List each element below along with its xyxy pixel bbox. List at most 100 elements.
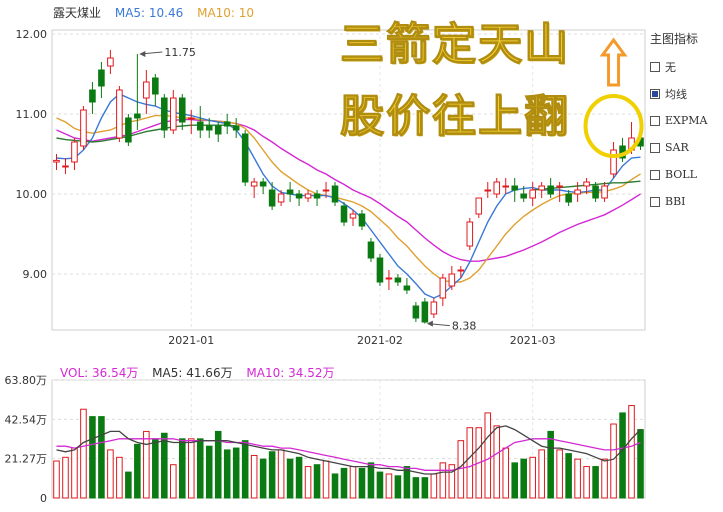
candle-body — [178, 97, 186, 123]
volume-bar — [439, 462, 447, 499]
volume-tick-label: 42.54万 — [5, 413, 48, 426]
volume-bar — [259, 458, 267, 499]
candle-body — [196, 121, 204, 131]
candle-body — [493, 181, 501, 195]
volume-bar — [412, 477, 420, 499]
checkbox-ma[interactable] — [650, 88, 660, 99]
volume-bar — [161, 432, 168, 499]
volume-bar — [268, 451, 276, 499]
volume-bar — [565, 453, 572, 499]
candle-body — [394, 277, 402, 283]
indicator-option-boll[interactable]: BOLL — [650, 161, 720, 188]
indicator-option-sar[interactable]: SAR — [650, 134, 720, 161]
candle-body — [277, 193, 285, 203]
candle-body — [161, 97, 168, 131]
indicator-panel-title: 主图指标 — [650, 32, 699, 46]
ma20-line — [56, 118, 641, 262]
candle-body — [565, 193, 572, 203]
candle-body — [322, 189, 330, 192]
ma10-legend: MA10: 10 — [197, 6, 255, 20]
price-panel-frame — [51, 29, 646, 331]
indicator-option-none[interactable]: 无 — [650, 53, 720, 80]
candle-body — [143, 81, 150, 99]
candle-body — [170, 97, 177, 131]
volume-bar — [637, 429, 644, 499]
volume-bar — [223, 449, 231, 499]
candle-body — [583, 181, 590, 187]
volume-bar — [376, 471, 384, 499]
candle-body — [214, 125, 222, 135]
candle-body — [403, 285, 411, 291]
candle-body — [304, 193, 312, 199]
volume-bar — [53, 460, 60, 499]
candle-body — [107, 57, 114, 67]
highlight-circle — [583, 94, 644, 158]
volume-bar — [502, 447, 510, 499]
candle-body — [187, 117, 195, 120]
checkbox-boll[interactable] — [650, 169, 660, 180]
candle-body — [116, 89, 123, 139]
volume-bar — [394, 475, 402, 499]
volume-bar — [187, 438, 195, 499]
volume-bar — [628, 405, 635, 499]
overlay-title-line1: 三箭定天山 — [340, 19, 570, 71]
volume-bar — [592, 466, 599, 499]
checkbox-sar[interactable] — [650, 142, 660, 153]
indicator-option-bbi[interactable]: BBI — [650, 188, 720, 215]
volume-bar — [214, 430, 222, 499]
candle-body — [232, 125, 240, 131]
volume-bar — [80, 408, 87, 499]
candle-body — [223, 121, 231, 127]
candle-body — [349, 213, 357, 219]
price-legend: 露天煤业 MA5: 10.46 MA10: 10 — [53, 4, 264, 21]
checkbox-bbi[interactable] — [650, 196, 660, 207]
candle-body — [538, 185, 545, 191]
indicator-option-expma[interactable]: EXPMA — [650, 107, 720, 134]
candle-body — [205, 125, 213, 131]
annotation-label: 11.75 — [164, 46, 196, 59]
candle-body — [250, 181, 258, 187]
volume-bar — [143, 430, 150, 499]
volume-bar — [205, 445, 213, 499]
volume-tick-label: 63.80万 — [5, 374, 48, 387]
volume-bar — [178, 438, 186, 499]
volume-bar — [601, 458, 608, 499]
checkbox-none[interactable] — [650, 61, 660, 72]
volume-bar — [430, 473, 438, 499]
candle-body — [574, 189, 581, 195]
volume-bar — [331, 473, 339, 499]
overlay-title-line2: 股价往上翻 — [340, 91, 570, 143]
candle-body — [376, 257, 384, 283]
vol-ma5-legend: MA5: 41.66万 — [152, 366, 233, 380]
price-tick-label: 11.00 — [16, 108, 48, 121]
candle-body — [430, 301, 438, 315]
volume-bar — [448, 464, 456, 499]
vol-ma10-legend: MA10: 34.52万 — [246, 366, 335, 380]
checkbox-expma[interactable] — [650, 115, 660, 126]
volume-bar — [286, 458, 294, 499]
annotation-label: 8.38 — [452, 320, 477, 333]
volume-ma5-line — [56, 425, 641, 475]
volume-bar — [295, 456, 303, 499]
volume-bar — [520, 458, 527, 499]
volume-bar — [619, 412, 626, 499]
indicator-option-ma[interactable]: 均线 — [650, 80, 720, 107]
indicator-panel: 主图指标 无 均线 EXPMA SAR BOLL BBI — [650, 30, 720, 215]
volume-bar — [277, 449, 285, 499]
volume-bar — [583, 466, 590, 499]
volume-bar — [367, 462, 375, 499]
volume-bar — [556, 449, 563, 499]
candle-body — [385, 277, 393, 280]
volume-bar — [152, 438, 159, 499]
candle-body — [53, 159, 60, 163]
stock-name: 露天煤业 — [53, 6, 102, 20]
candle-body — [241, 133, 249, 183]
volume-bar — [134, 443, 141, 499]
volume-tick-label: 0 — [40, 492, 47, 505]
candle-body — [125, 117, 132, 143]
candle-body — [331, 185, 339, 203]
volume-bar — [358, 467, 366, 499]
candle-body — [412, 305, 420, 319]
date-tick-label: 2021-03 — [510, 334, 556, 347]
volume-bar — [511, 462, 519, 499]
